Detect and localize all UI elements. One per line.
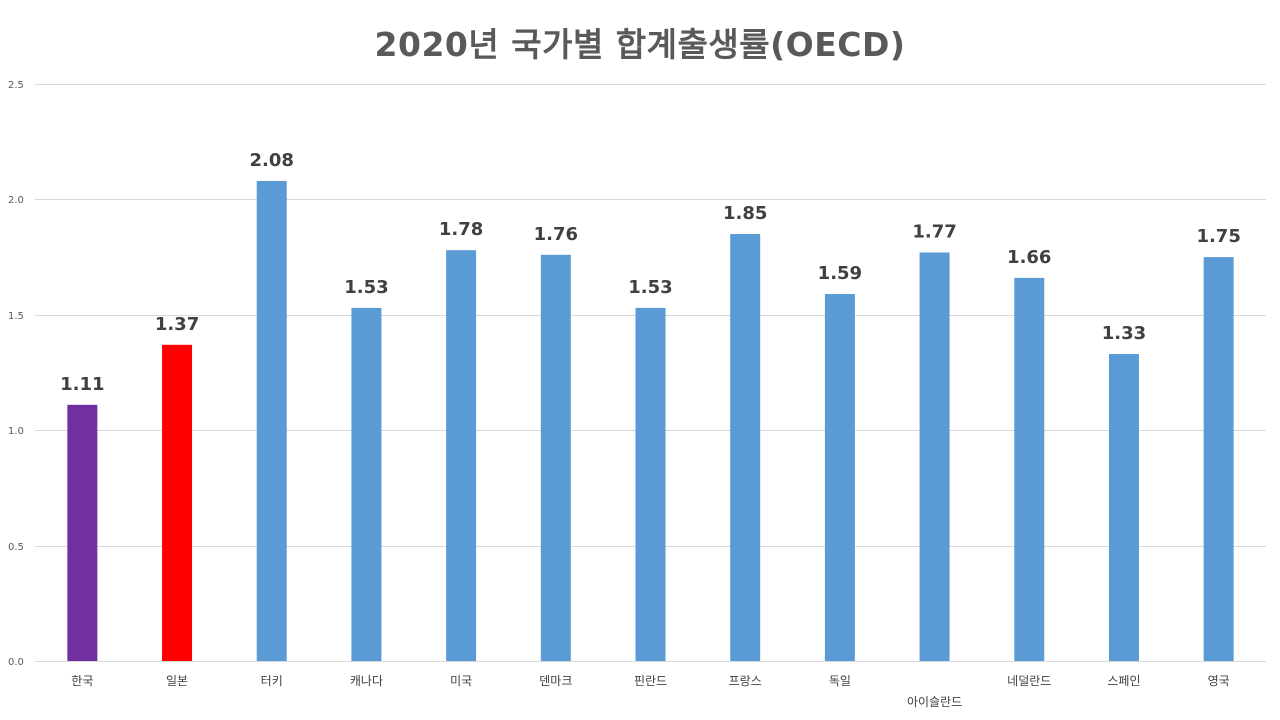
bar <box>351 307 382 661</box>
bar <box>67 404 98 661</box>
y-tick-label: 1.5 <box>8 311 24 322</box>
data-label: 1.75 <box>1196 226 1240 247</box>
data-label: 1.59 <box>818 263 862 284</box>
category-label: 터키 <box>261 674 283 688</box>
data-label: 1.76 <box>534 224 578 245</box>
data-label: 1.53 <box>344 277 388 298</box>
bar <box>1014 277 1045 661</box>
data-label: 1.37 <box>155 314 199 335</box>
y-tick-label: 0.0 <box>8 657 24 668</box>
category-label: 영국 <box>1208 674 1230 688</box>
bar <box>1203 257 1234 661</box>
data-label: 1.53 <box>628 277 672 298</box>
bar <box>540 254 571 662</box>
y-tick-label: 2.0 <box>8 195 24 206</box>
bar <box>256 180 287 661</box>
data-labels: 1.11 1.37 2.08 1.53 1.78 1.76 1.53 1.85 1.59 1.77… <box>60 150 1241 395</box>
bar <box>919 252 950 661</box>
category-label: 핀란드 <box>634 674 667 688</box>
y-tick-label: 2.5 <box>8 80 24 91</box>
category-label: 프랑스 <box>729 674 762 688</box>
category-label: 독일 <box>829 674 851 688</box>
bars <box>67 180 1234 662</box>
bar <box>1108 354 1139 661</box>
data-label: 1.85 <box>723 203 767 224</box>
data-label: 1.78 <box>439 219 483 240</box>
category-label: 한국 <box>71 674 93 688</box>
category-label: 네덜란드 <box>1007 674 1051 688</box>
data-label: 1.66 <box>1007 247 1051 268</box>
bar <box>446 250 477 661</box>
bar <box>635 307 666 661</box>
bar <box>824 294 855 661</box>
data-label: 1.77 <box>912 221 956 242</box>
data-label: 1.11 <box>60 374 104 395</box>
category-label: 캐나다 <box>350 674 383 688</box>
data-label: 1.33 <box>1102 323 1146 344</box>
category-label: 미국 <box>450 674 472 688</box>
y-tick-label: 0.5 <box>8 542 24 553</box>
category-label: 스페인 <box>1107 674 1140 688</box>
category-label: 일본 <box>166 674 188 688</box>
data-label: 2.08 <box>250 150 294 171</box>
category-label: 아이슬란드 <box>907 695 962 709</box>
chart-title: 2020년 국가별 합계출생률(OECD) <box>374 25 906 64</box>
y-axis-tick-labels: 0.0 0.5 1.0 1.5 2.0 2.5 <box>8 80 24 668</box>
bar <box>730 234 761 661</box>
category-label: 덴마크 <box>539 674 572 688</box>
bar <box>162 344 193 661</box>
y-tick-label: 1.0 <box>8 426 24 437</box>
